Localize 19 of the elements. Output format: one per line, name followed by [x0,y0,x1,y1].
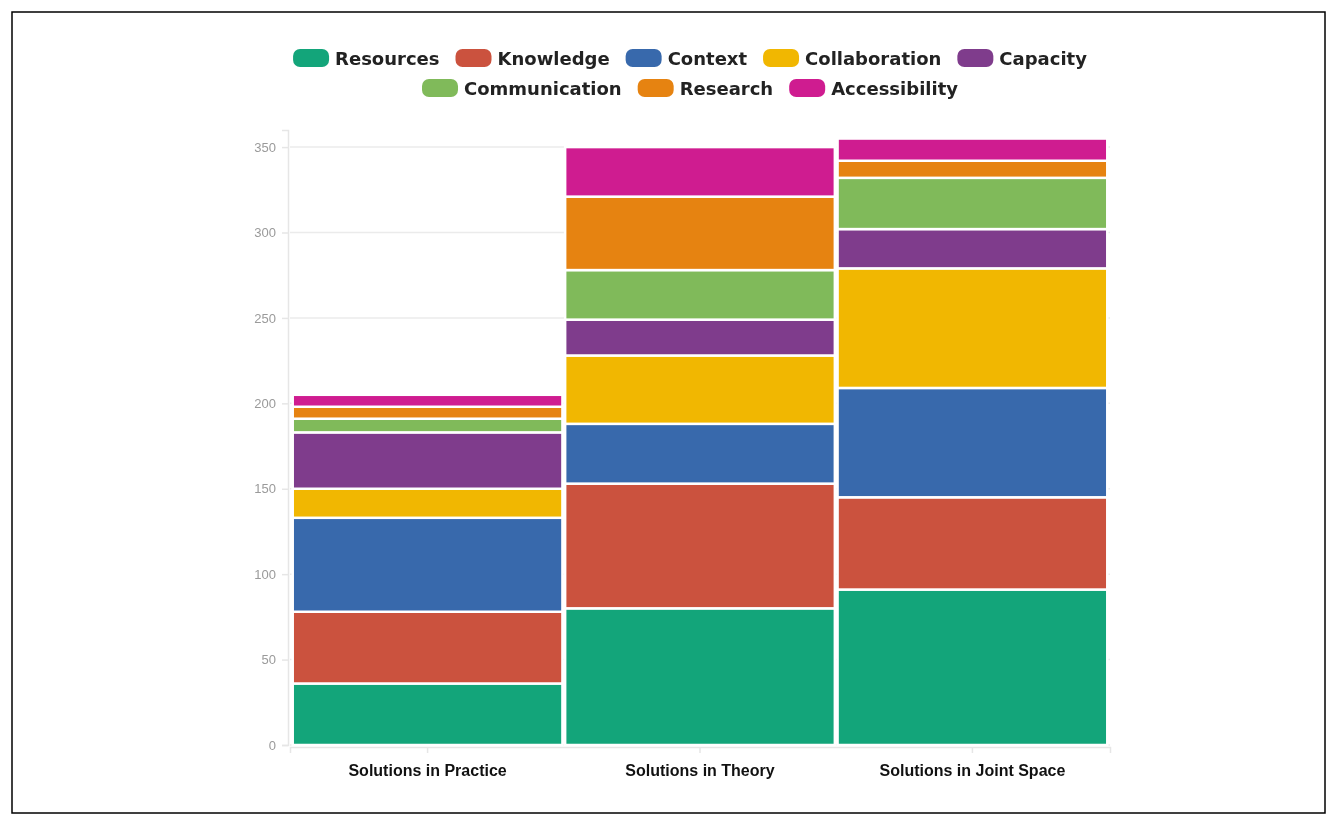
y-tick-label: 250 [254,310,276,326]
x-tick-label: Solutions in Practice [348,762,507,780]
legend-label: Capacity [999,48,1088,69]
legend-label: Research [679,78,774,99]
y-tick-label: 350 [254,139,276,155]
y-tick-label: 150 [254,481,276,497]
legend-label: Communication [464,78,622,99]
x-tick-label: Solutions in Joint Space [879,762,1066,780]
y-tick-label: 200 [254,395,276,411]
y-tick-label: 300 [254,225,276,241]
legend-label: Accessibility [831,78,959,99]
y-tick-label: 100 [254,566,276,582]
legend-label: Collaboration [805,48,942,69]
y-tick-label: 0 [268,737,276,753]
x-tick-label: Solutions in Theory [625,762,775,780]
legend-label: Context [667,48,748,69]
legend-label: Resources [335,48,440,69]
legend-label: Knowledge [497,48,610,69]
y-tick-label: 50 [261,652,276,668]
